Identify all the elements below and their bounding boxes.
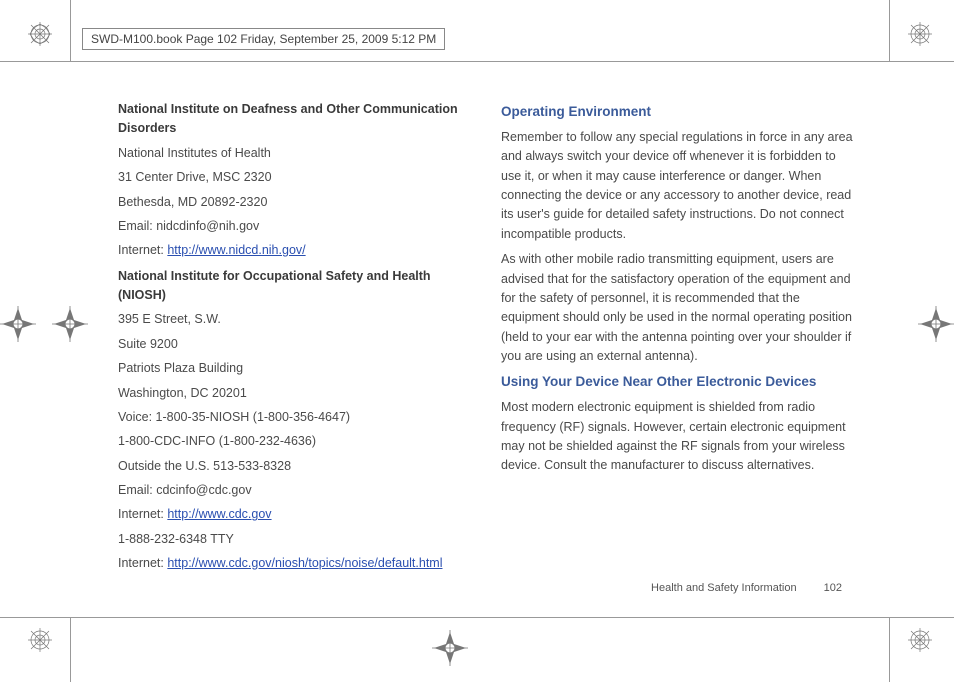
sec2-p1: Most modern electronic equipment is shie…: [501, 398, 856, 476]
org2-line3: Patriots Plaza Building: [118, 359, 473, 378]
sec1-p1: Remember to follow any special regulatio…: [501, 128, 856, 244]
crop-line-top: [0, 61, 954, 62]
left-column: National Institute on Deafness and Other…: [118, 100, 473, 579]
header-text: SWD-M100.book Page 102 Friday, September…: [91, 32, 436, 46]
footer: Health and Safety Information 102: [651, 582, 842, 594]
org2-title: National Institute for Occupational Safe…: [118, 267, 473, 306]
org2-internet1: Internet: http://www.cdc.gov: [118, 505, 473, 524]
org2-internet2: Internet: http://www.cdc.gov/niosh/topic…: [118, 554, 473, 573]
reg-mark-left-2: [52, 306, 88, 342]
crop-line-tl-v: [70, 0, 71, 62]
header-box: SWD-M100.book Page 102 Friday, September…: [82, 28, 445, 50]
org2-outside: Outside the U.S. 513-533-8328: [118, 457, 473, 476]
org2-internet1-label: Internet:: [118, 507, 167, 521]
org2-voice: Voice: 1-800-35-NIOSH (1-800-356-4647): [118, 408, 473, 427]
org1-line2: 31 Center Drive, MSC 2320: [118, 168, 473, 187]
org2-line2: Suite 9200: [118, 335, 473, 354]
crop-line-bl-v: [70, 618, 71, 682]
org2-tty: 1-888-232-6348 TTY: [118, 530, 473, 549]
reg-mark-left: [0, 306, 36, 342]
corner-mark-bl: [28, 628, 52, 652]
sec2-title: Using Your Device Near Other Electronic …: [501, 372, 856, 393]
footer-label: Health and Safety Information: [651, 582, 797, 594]
org2-line4: Washington, DC 20201: [118, 384, 473, 403]
org2-line1: 395 E Street, S.W.: [118, 310, 473, 329]
org2-internet1-link[interactable]: http://www.cdc.gov: [167, 507, 271, 521]
corner-mark-tr: [908, 22, 932, 46]
sec1-p2: As with other mobile radio transmitting …: [501, 250, 856, 366]
org2-internet2-link[interactable]: http://www.cdc.gov/niosh/topics/noise/de…: [167, 556, 442, 570]
corner-mark-br: [908, 628, 932, 652]
crop-line-tr-v: [889, 0, 890, 62]
footer-page: 102: [824, 582, 842, 594]
org2-internet2-label: Internet:: [118, 556, 167, 570]
reg-mark-bottom: [432, 630, 468, 666]
crop-line-br-v: [889, 618, 890, 682]
org2-email: Email: cdcinfo@cdc.gov: [118, 481, 473, 500]
org1-internet: Internet: http://www.nidcd.nih.gov/: [118, 241, 473, 260]
right-column: Operating Environment Remember to follow…: [501, 100, 856, 579]
org1-email: Email: nidcdinfo@nih.gov: [118, 217, 473, 236]
org1-internet-label: Internet:: [118, 243, 167, 257]
corner-mark-tl: [28, 22, 52, 46]
reg-mark-right: [918, 306, 954, 342]
content-area: National Institute on Deafness and Other…: [118, 100, 858, 579]
sec1-title: Operating Environment: [501, 102, 856, 123]
org1-line3: Bethesda, MD 20892-2320: [118, 193, 473, 212]
org1-internet-link[interactable]: http://www.nidcd.nih.gov/: [167, 243, 305, 257]
org1-title: National Institute on Deafness and Other…: [118, 100, 473, 139]
org1-line1: National Institutes of Health: [118, 144, 473, 163]
crop-line-bottom: [0, 617, 954, 618]
org2-cdcinfo: 1-800-CDC-INFO (1-800-232-4636): [118, 432, 473, 451]
